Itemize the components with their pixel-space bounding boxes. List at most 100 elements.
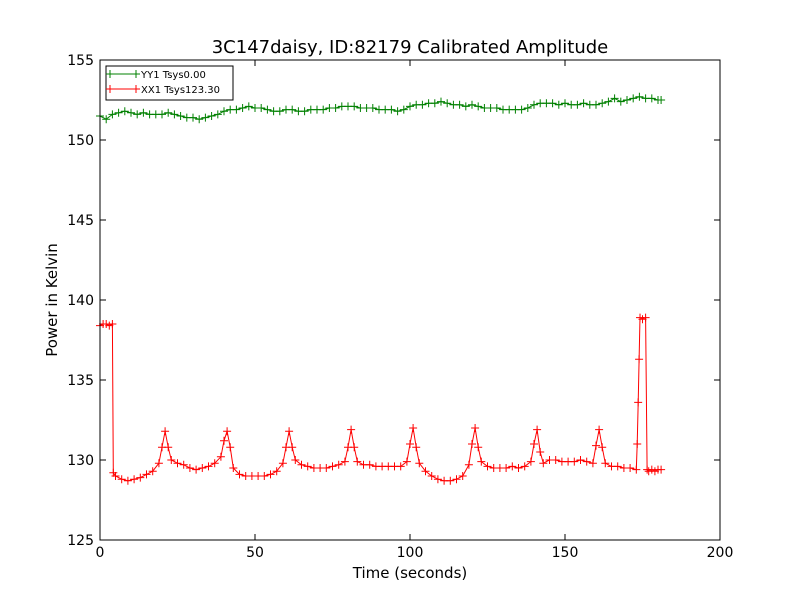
- data-point: [576, 456, 585, 464]
- data-point: [396, 462, 405, 471]
- data-point: [502, 464, 511, 472]
- legend-label-yy1: YY1 Tsys0.00: [140, 70, 206, 81]
- data-point: [430, 99, 439, 108]
- data-point: [297, 460, 306, 469]
- data-point: [179, 460, 188, 469]
- data-point: [626, 464, 635, 472]
- data-point: [409, 424, 418, 432]
- data-point: [278, 459, 287, 468]
- data-point: [220, 107, 228, 116]
- data-point: [340, 457, 349, 466]
- data-point: [266, 470, 275, 479]
- data-point: [530, 100, 538, 109]
- data-point: [446, 476, 455, 485]
- data-point: [185, 464, 194, 472]
- data-point: [539, 459, 548, 468]
- y-tick-label: 140: [67, 293, 94, 309]
- chart-title: 3C147daisy, ID:82179 Calibrated Amplitud…: [212, 37, 609, 58]
- data-point: [452, 475, 461, 484]
- data-point: [108, 320, 117, 328]
- data-point: [139, 108, 148, 117]
- data-point: [142, 470, 151, 479]
- data-point: [402, 457, 411, 466]
- data-point: [291, 456, 300, 464]
- data-point: [443, 99, 452, 108]
- data-point: [536, 448, 545, 456]
- data-point: [406, 440, 414, 448]
- data-point: [483, 462, 492, 471]
- data-point: [548, 99, 557, 108]
- data-point: [610, 94, 619, 103]
- data-point: [616, 97, 625, 106]
- data-point: [570, 457, 579, 466]
- data-point: [164, 108, 173, 117]
- data-point: [288, 105, 297, 114]
- data-point: [455, 100, 464, 109]
- series-layer: [96, 92, 666, 485]
- data-point: [207, 112, 216, 120]
- data-point: [492, 104, 501, 112]
- data-point: [133, 110, 142, 119]
- data-point: [260, 472, 269, 480]
- data-point: [114, 108, 123, 117]
- data-point: [561, 99, 569, 108]
- data-point: [604, 97, 613, 106]
- data-point: [461, 102, 470, 111]
- data-point: [120, 107, 129, 116]
- x-tick-label: 150: [552, 545, 579, 561]
- data-point: [322, 464, 331, 472]
- data-point: [272, 467, 281, 476]
- y-axis-label: Power in Kelvin: [43, 243, 61, 357]
- data-point: [192, 465, 201, 474]
- data-point: [148, 467, 157, 476]
- data-point: [573, 100, 582, 109]
- data-point: [288, 443, 297, 452]
- x-tick-label: 100: [397, 545, 424, 561]
- data-point: [633, 440, 642, 448]
- data-point: [108, 110, 117, 119]
- data-point: [635, 355, 644, 364]
- data-point: [167, 456, 176, 464]
- legend-label-xx1: XX1 Tsys123.30: [141, 85, 220, 96]
- legend: YY1 Tsys0.00 XX1 Tsys123.30: [105, 65, 234, 101]
- series-1: [96, 313, 666, 485]
- data-point: [418, 100, 427, 109]
- data-point: [427, 472, 436, 480]
- data-point: [514, 464, 523, 472]
- data-point: [331, 104, 340, 112]
- data-point: [164, 443, 173, 452]
- data-point: [582, 457, 591, 466]
- x-tick-label: 200: [707, 545, 734, 561]
- data-point: [275, 107, 284, 116]
- data-point: [226, 443, 235, 452]
- data-point: [592, 441, 600, 450]
- data-point: [613, 462, 622, 471]
- data-point: [213, 110, 222, 119]
- data-point: [173, 459, 182, 468]
- data-point: [300, 107, 309, 116]
- x-axis-label: Time (seconds): [352, 564, 468, 582]
- data-point: [365, 460, 374, 469]
- data-point: [406, 102, 414, 111]
- data-point: [368, 104, 377, 112]
- data-point: [303, 462, 312, 471]
- data-point: [189, 113, 197, 122]
- data-point: [198, 464, 207, 472]
- data-point: [353, 457, 362, 466]
- x-tick-label: 0: [96, 545, 105, 561]
- data-point: [530, 440, 538, 448]
- data-point: [415, 459, 424, 468]
- data-point: [102, 115, 111, 124]
- data-point: [204, 462, 213, 471]
- y-tick-label: 125: [67, 533, 94, 549]
- data-point: [170, 110, 179, 119]
- data-point: [437, 97, 445, 106]
- data-point: [592, 100, 600, 109]
- legend-entry-yy1: YY1 Tsys0.00: [106, 70, 206, 81]
- data-point: [632, 465, 641, 474]
- data-point: [127, 108, 135, 117]
- data-point: [657, 96, 666, 104]
- data-point: [130, 475, 139, 484]
- data-point: [257, 104, 266, 112]
